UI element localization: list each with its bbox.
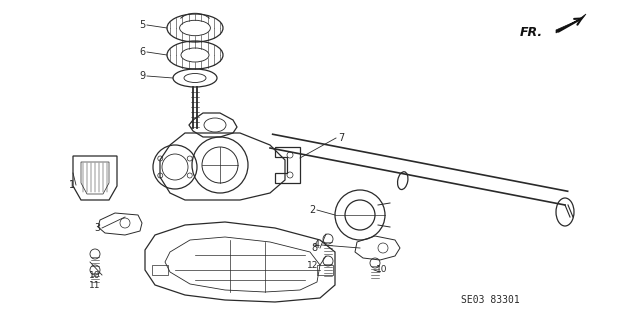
Text: 4: 4	[314, 240, 320, 250]
Text: 9: 9	[139, 71, 145, 81]
Text: 6: 6	[139, 47, 145, 57]
Text: 11: 11	[88, 280, 100, 290]
Text: 12: 12	[307, 261, 318, 270]
Polygon shape	[556, 14, 586, 33]
Text: 7: 7	[338, 133, 344, 143]
Text: SE03 83301: SE03 83301	[461, 295, 520, 305]
Text: 10: 10	[376, 265, 387, 275]
Text: 8: 8	[312, 243, 318, 253]
Text: 10: 10	[88, 271, 100, 279]
Text: 3: 3	[94, 223, 100, 233]
Text: FR.: FR.	[520, 26, 543, 40]
Text: 2: 2	[308, 205, 315, 215]
Text: 1: 1	[69, 180, 75, 190]
Text: 5: 5	[139, 20, 145, 30]
